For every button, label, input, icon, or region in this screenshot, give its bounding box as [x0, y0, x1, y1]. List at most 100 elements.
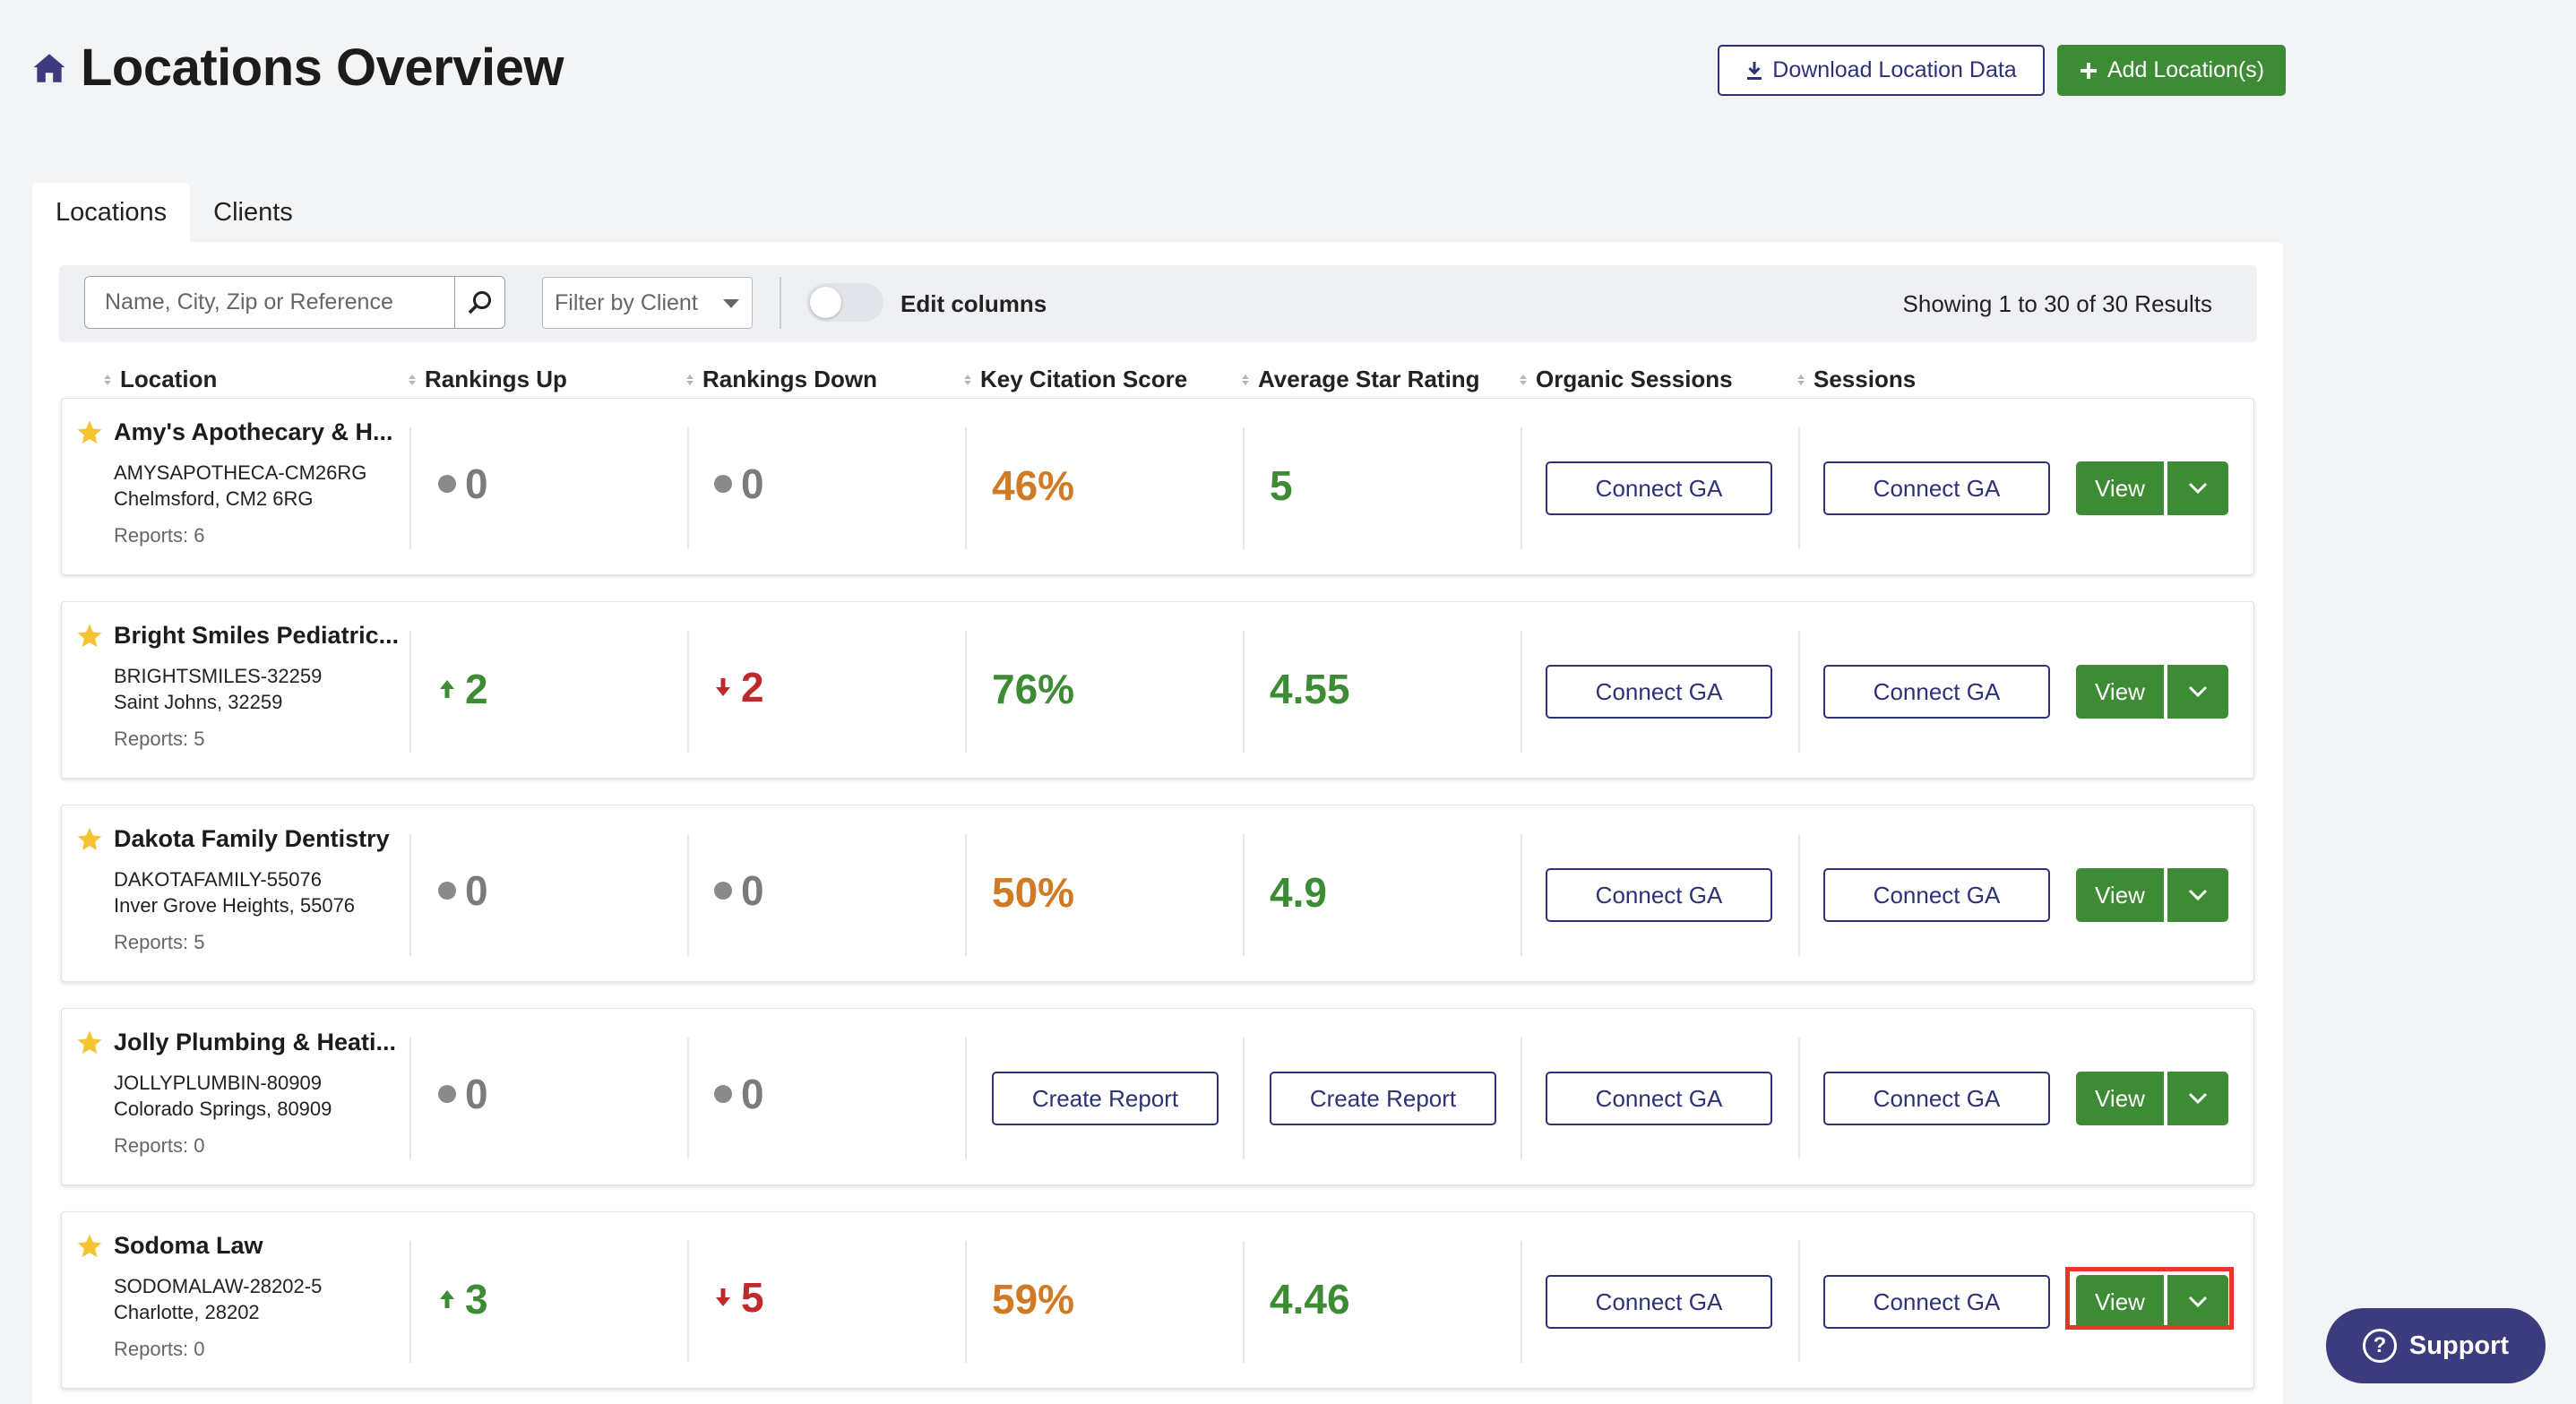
cell-divider [1798, 631, 1800, 753]
neutral-dot-icon [714, 882, 732, 900]
view-dropdown-button[interactable] [2167, 665, 2228, 719]
cell-divider [687, 834, 689, 956]
sort-icon [1242, 374, 1249, 385]
chevron-down-icon [2188, 1092, 2208, 1105]
download-location-data-button[interactable]: Download Location Data [1718, 45, 2045, 96]
sort-icon [409, 374, 416, 385]
column-header[interactable]: Sessions [1797, 366, 1916, 393]
location-name[interactable]: Jolly Plumbing & Heati... [114, 1029, 397, 1055]
cell-divider [1521, 1038, 1522, 1159]
view-dropdown-button[interactable] [2167, 1072, 2228, 1125]
neutral-dot-icon [438, 882, 456, 900]
cell-divider [1798, 1038, 1800, 1159]
view-button[interactable]: View [2076, 461, 2164, 515]
chevron-down-icon [2188, 889, 2208, 901]
column-header[interactable]: Key Citation Score [964, 366, 1187, 393]
page-header: Locations Overview [30, 38, 564, 98]
cell-divider [687, 1241, 689, 1363]
rankings-up-value: 0 [465, 1071, 488, 1117]
view-button[interactable]: View [2076, 1275, 2164, 1329]
connect-ga-sessions-button[interactable]: Connect GA [1823, 461, 2050, 515]
location-name[interactable]: Bright Smiles Pediatric... [114, 622, 400, 649]
view-button[interactable]: View [2076, 868, 2164, 922]
add-label: Add Location(s) [2106, 57, 2265, 82]
search-button[interactable] [454, 276, 505, 329]
rankings-up: 2 [438, 665, 488, 713]
view-dropdown-button[interactable] [2167, 461, 2228, 515]
edit-columns-toggle[interactable] [806, 283, 883, 322]
create-report-button[interactable]: Create Report [992, 1072, 1219, 1125]
rankings-down: 2 [714, 663, 764, 711]
column-header[interactable]: Average Star Rating [1242, 366, 1480, 393]
rankings-up: 0 [438, 866, 488, 915]
support-button[interactable]: ? Support [2326, 1308, 2546, 1383]
connect-ga-organic-button[interactable]: Connect GA [1546, 1275, 1772, 1329]
view-dropdown-button[interactable] [2167, 868, 2228, 922]
column-header[interactable]: Location [104, 366, 217, 393]
location-row: Bright Smiles Pediatric... BRIGHTSMILES-3… [61, 601, 2254, 779]
rankings-down: 0 [714, 866, 764, 915]
location-reports: Reports: 0 [114, 1338, 205, 1360]
cell-divider [1521, 834, 1522, 956]
column-header[interactable]: Organic Sessions [1520, 366, 1733, 393]
rankings-down: 5 [714, 1273, 764, 1322]
filter-by-client-select[interactable]: Filter by Client [542, 277, 753, 329]
tab-locations[interactable]: Locations [32, 183, 191, 242]
cell-divider [1243, 834, 1245, 956]
view-button[interactable]: View [2076, 665, 2164, 719]
search-input[interactable] [84, 276, 456, 329]
connect-ga-sessions-button[interactable]: Connect GA [1823, 665, 2050, 719]
star-icon[interactable] [75, 1029, 104, 1057]
add-location-button[interactable]: Add Location(s) [2057, 45, 2286, 96]
view-dropdown-button[interactable] [2167, 1275, 2228, 1329]
tab-clients[interactable]: Clients [213, 197, 293, 227]
rankings-up-value: 3 [465, 1276, 488, 1322]
location-reports: Reports: 6 [114, 524, 205, 547]
location-city: Colorado Springs, 80909 [114, 1098, 332, 1120]
create-report-button[interactable]: Create Report [1270, 1072, 1496, 1125]
support-label: Support [2408, 1331, 2510, 1360]
neutral-dot-icon [438, 1085, 456, 1103]
star-icon[interactable] [75, 418, 104, 447]
cell-divider [1243, 427, 1245, 549]
location-reports: Reports: 5 [114, 728, 205, 750]
arrow-down-icon [716, 1288, 730, 1306]
location-reference: BRIGHTSMILES-32259 [114, 665, 323, 687]
cell-divider [1798, 834, 1800, 956]
toggle-knob [810, 287, 841, 318]
sort-icon [686, 374, 694, 385]
connect-ga-sessions-button[interactable]: Connect GA [1823, 868, 2050, 922]
location-name[interactable]: Dakota Family Dentistry [114, 825, 390, 852]
divider [780, 277, 781, 329]
rankings-down-value: 2 [741, 664, 764, 711]
cell-divider [687, 631, 689, 753]
chevron-down-icon [2188, 685, 2208, 698]
connect-ga-organic-button[interactable]: Connect GA [1546, 868, 1772, 922]
connect-ga-sessions-button[interactable]: Connect GA [1823, 1072, 2050, 1125]
connect-ga-organic-button[interactable]: Connect GA [1546, 461, 1772, 515]
location-reports: Reports: 5 [114, 931, 205, 953]
results-count: Showing 1 to 30 of 30 Results [1902, 290, 2212, 317]
view-button-group: View [2076, 461, 2228, 515]
column-header[interactable]: Rankings Up [409, 366, 567, 393]
location-name[interactable]: Amy's Apothecary & H... [114, 418, 393, 445]
sort-icon [964, 374, 971, 385]
star-icon[interactable] [75, 1232, 104, 1261]
star-icon[interactable] [75, 825, 104, 854]
sort-icon [104, 374, 111, 385]
key-citation-score: 59% [992, 1276, 1075, 1322]
location-name[interactable]: Sodoma Law [114, 1232, 263, 1259]
rankings-down-value: 0 [741, 867, 764, 914]
rankings-down-value: 0 [741, 1071, 764, 1117]
connect-ga-sessions-button[interactable]: Connect GA [1823, 1275, 2050, 1329]
view-button[interactable]: View [2076, 1072, 2164, 1125]
cell-divider [965, 1241, 967, 1363]
connect-ga-organic-button[interactable]: Connect GA [1546, 665, 1772, 719]
star-icon[interactable] [75, 622, 104, 650]
location-reports: Reports: 0 [114, 1134, 205, 1157]
cell-divider [1243, 1241, 1245, 1363]
sort-icon [1797, 374, 1805, 385]
location-reference: SODOMALAW-28202-5 [114, 1275, 323, 1297]
column-header[interactable]: Rankings Down [686, 366, 877, 393]
connect-ga-organic-button[interactable]: Connect GA [1546, 1072, 1772, 1125]
